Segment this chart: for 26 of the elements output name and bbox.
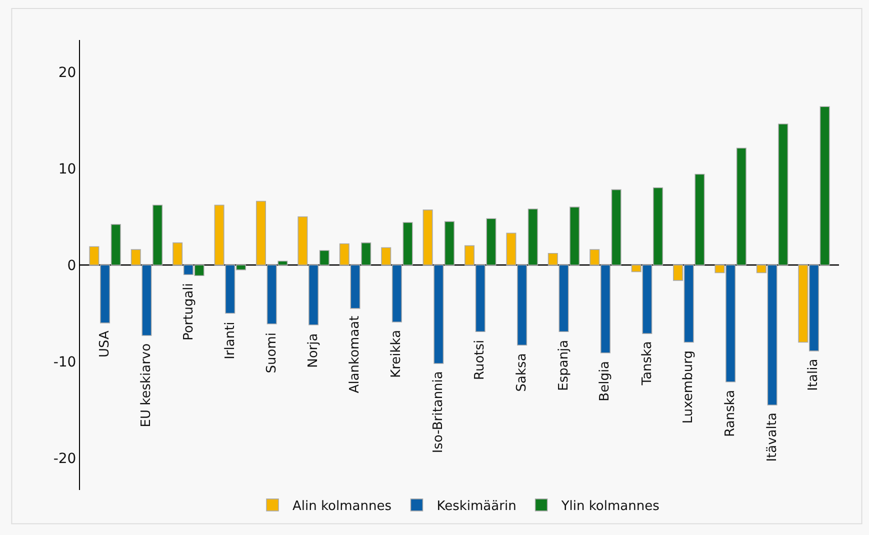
x-tick-label: Espanja: [556, 340, 572, 391]
y-tick-label: 0: [67, 258, 76, 274]
y-tick-label: -20: [53, 451, 76, 468]
x-tick-label: Ruotsi: [472, 340, 488, 380]
x-tick-label: USA: [98, 330, 113, 358]
x-tick-label: Iso-Britannia: [431, 371, 446, 454]
y-tick-label: 20: [58, 64, 76, 81]
x-tick-label: Alankomaat: [347, 316, 362, 394]
x-tick-label: Ranska: [723, 390, 738, 437]
x-tick-label: Irlanti: [222, 322, 238, 360]
legend-label: Alin kolmannes: [292, 499, 392, 514]
x-tick-label: Itävalta: [764, 412, 780, 462]
y-tick-label: 10: [58, 161, 76, 178]
x-tick-label: Portugali: [181, 283, 196, 341]
x-tick-label: Luxemburg: [681, 350, 696, 424]
x-tick-label: Suomi: [264, 332, 280, 374]
x-tick-label: Kreikka: [388, 330, 404, 378]
x-tick-label: EU keskiarvo: [139, 343, 154, 428]
legend-label: Keskimäärin: [436, 499, 516, 514]
x-tick-label: Saksa: [514, 353, 530, 392]
x-tick-label: Italia: [806, 358, 822, 391]
x-tick-label: Tanska: [640, 341, 656, 386]
x-tick-label: Belgia: [598, 360, 613, 402]
legend-label: Ylin kolmannes: [560, 499, 660, 514]
y-tick-label: -10: [53, 354, 76, 370]
x-tick-label: Norja: [306, 333, 322, 368]
